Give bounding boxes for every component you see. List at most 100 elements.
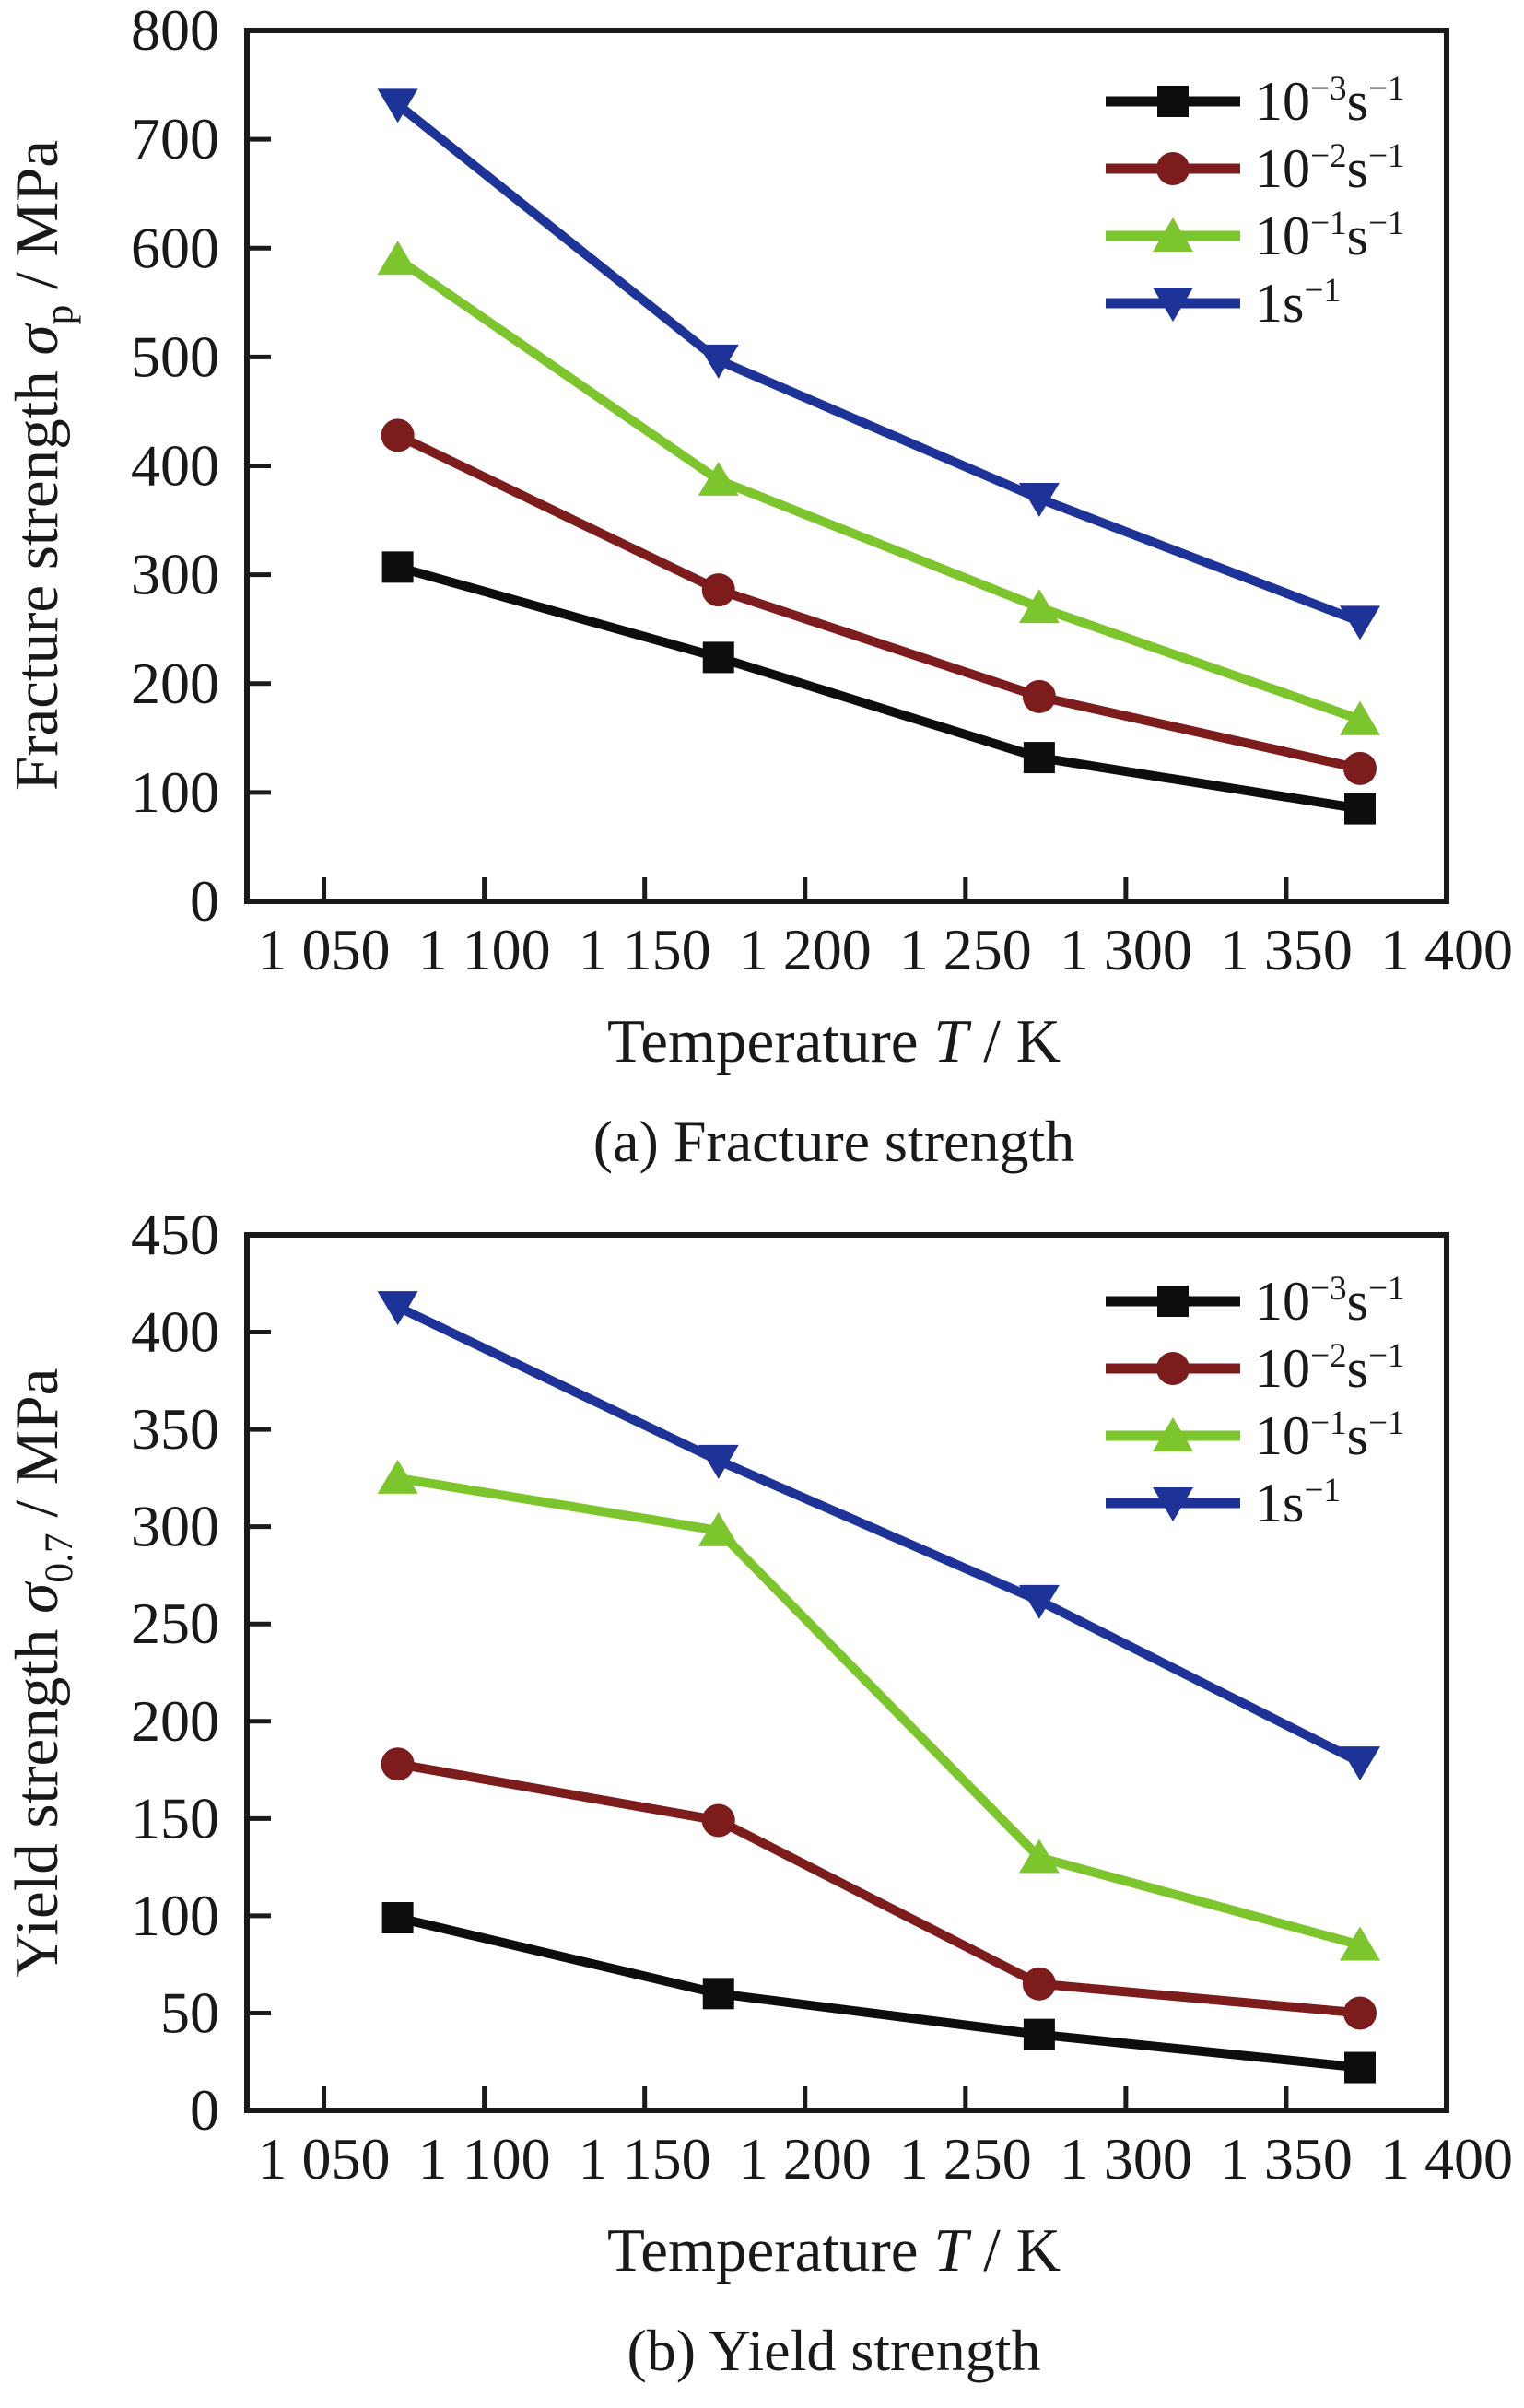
- x-tick-label: 1 150: [579, 917, 711, 982]
- legend-item: 1s−1: [1106, 1472, 1341, 1533]
- x-tick-label: 1 050: [258, 917, 391, 982]
- y-axis-label-a-prefix: Fracture strength: [3, 355, 71, 791]
- y-tick-label: 350: [131, 1396, 219, 1462]
- y-tick-label: 0: [190, 2077, 219, 2143]
- series-line: [393, 430, 1366, 773]
- data-point-marker-square: [1157, 86, 1189, 117]
- legend-label: 10−3s−1: [1255, 70, 1405, 132]
- legend-label: 1s−1: [1255, 272, 1341, 334]
- y-tick-label: 500: [131, 323, 219, 389]
- x-tick-label: 1 350: [1220, 2126, 1353, 2191]
- data-point-marker-triangle-down: [1018, 1584, 1060, 1619]
- data-point-marker-triangle-down: [1340, 1746, 1381, 1781]
- legend-label-part: s: [1347, 206, 1368, 266]
- legend-label-part: s: [1283, 1473, 1304, 1533]
- y-tick-label: 100: [131, 759, 219, 825]
- legend-label-part: 10: [1255, 138, 1310, 199]
- x-axis-label-a-suffix: / K: [968, 1007, 1061, 1075]
- x-tick-label: 1 350: [1220, 917, 1353, 982]
- y-tick-label: 50: [160, 1979, 219, 2045]
- legend-label-part: 10: [1255, 71, 1310, 132]
- x-tick-label: 1 150: [579, 2126, 711, 2191]
- x-tick-label: 1 250: [899, 2126, 1032, 2191]
- data-point-marker-triangle-up: [1340, 1926, 1381, 1961]
- chart-b: 0 50 100 150 200 250 300 350 400 450 1 050 1 100 1 1…: [3, 1202, 1513, 2383]
- legend-label-sup: −1: [1368, 1337, 1405, 1375]
- chart-a: 0 100 200 300 400 500 600 700 800 1 050 1 100 1 150…: [3, 0, 1513, 1174]
- legend-label-sup: −1: [1310, 1404, 1347, 1442]
- y-tick-label: 800: [131, 0, 219, 63]
- legend-label: 10−1s−1: [1255, 1404, 1405, 1466]
- series-line: [393, 254, 1366, 724]
- legend-label-sup: −1: [1368, 137, 1405, 175]
- x-tick-label: 1 100: [418, 2126, 551, 2191]
- x-tick-label: 1 400: [1380, 2126, 1513, 2191]
- x-tick-label: 1 200: [739, 917, 872, 982]
- x-tick-label: 1 300: [1060, 2126, 1192, 2191]
- x-axis-label-a: Temperature T / K: [607, 1007, 1061, 1075]
- legend-item: 10−1s−1: [1106, 205, 1405, 266]
- y-tick-label: 300: [131, 1494, 219, 1559]
- legend-label-part: s: [1347, 71, 1368, 132]
- x-tick-label: 1 250: [899, 917, 1032, 982]
- temperature-symbol: T: [933, 2216, 972, 2285]
- data-point-marker-circle: [1343, 1996, 1377, 2030]
- legend-label-sup: −1: [1368, 70, 1405, 108]
- data-point-marker-square: [1023, 2018, 1055, 2050]
- plot-area-a: 0 100 200 300 400 500 600 700 800 1 050 1 100 1 150…: [131, 0, 1513, 982]
- y-tick-label: 0: [190, 868, 219, 934]
- legend-item: 10−3s−1: [1106, 1270, 1405, 1332]
- legend-label: 10−1s−1: [1255, 205, 1405, 266]
- data-point-marker-circle: [1156, 1352, 1190, 1385]
- legend-label-part: s: [1283, 273, 1304, 334]
- x-axis-label-b-prefix: Temperature: [607, 2216, 933, 2285]
- y-axis-label-a-suffix: / MPa: [3, 140, 71, 305]
- x-tick-label: 1 100: [418, 917, 551, 982]
- x-tick-label: 1 050: [258, 2126, 391, 2191]
- data-point-marker-square: [1344, 793, 1377, 825]
- legend-label-part: 1: [1255, 273, 1283, 334]
- legend-label-part: s: [1347, 1338, 1368, 1399]
- data-point-marker-triangle-down: [1340, 605, 1381, 640]
- y-tick-label: 700: [131, 106, 219, 171]
- data-point-marker-square: [702, 641, 734, 674]
- data-point-marker-triangle-down: [377, 88, 418, 123]
- legend-label-sup: −3: [1310, 70, 1347, 108]
- y-tick-label: 100: [131, 1883, 219, 1948]
- data-point-marker-square: [1157, 1286, 1189, 1317]
- x-axis-label-a-prefix: Temperature: [607, 1007, 933, 1075]
- series-line: [393, 1473, 1366, 1950]
- data-point-marker-circle: [1022, 1967, 1056, 2001]
- plot-area-b: 0 50 100 150 200 250 300 350 400 450 1 050 1 100 1 1…: [131, 1202, 1513, 2191]
- legend-label-sup: −3: [1310, 1270, 1347, 1308]
- y-tick-label: 150: [131, 1785, 219, 1850]
- legend-label-part: s: [1347, 1271, 1368, 1332]
- data-point-marker-square: [1344, 2051, 1377, 2084]
- legend-label-sup: −1: [1368, 1270, 1405, 1308]
- data-point-marker-triangle-up: [1153, 1417, 1193, 1451]
- data-point-marker-circle: [701, 1803, 735, 1838]
- series-line: [393, 100, 1366, 627]
- data-point-marker-triangle-down: [698, 1444, 739, 1479]
- series-line: [393, 1302, 1366, 1768]
- sigma-symbol: σ: [3, 322, 71, 355]
- data-point-marker-triangle-down: [1153, 1487, 1193, 1521]
- legend-label: 1s−1: [1255, 1472, 1341, 1533]
- data-point-marker-triangle-down: [1153, 288, 1193, 322]
- data-point-marker-circle: [1022, 679, 1056, 713]
- legend-label-part: 10: [1255, 1271, 1310, 1332]
- series-line: [393, 1913, 1366, 2073]
- y-tick-label: 200: [131, 651, 219, 716]
- legend-label: 10−2s−1: [1255, 137, 1405, 199]
- data-point-marker-triangle-up: [1340, 700, 1381, 735]
- temperature-symbol: T: [933, 1007, 972, 1075]
- data-point-marker-triangle-up: [377, 1459, 418, 1494]
- y-tick-label: 200: [131, 1688, 219, 1754]
- plot-frame: [244, 1232, 1449, 2113]
- series-line: [393, 1759, 1366, 2018]
- legend-label-sup: −1: [1304, 272, 1341, 310]
- data-point-marker-triangle-down: [377, 1291, 418, 1326]
- sigma-subscript: 0.7: [37, 1533, 81, 1582]
- y-axis-label-b-suffix: / MPa: [3, 1368, 71, 1533]
